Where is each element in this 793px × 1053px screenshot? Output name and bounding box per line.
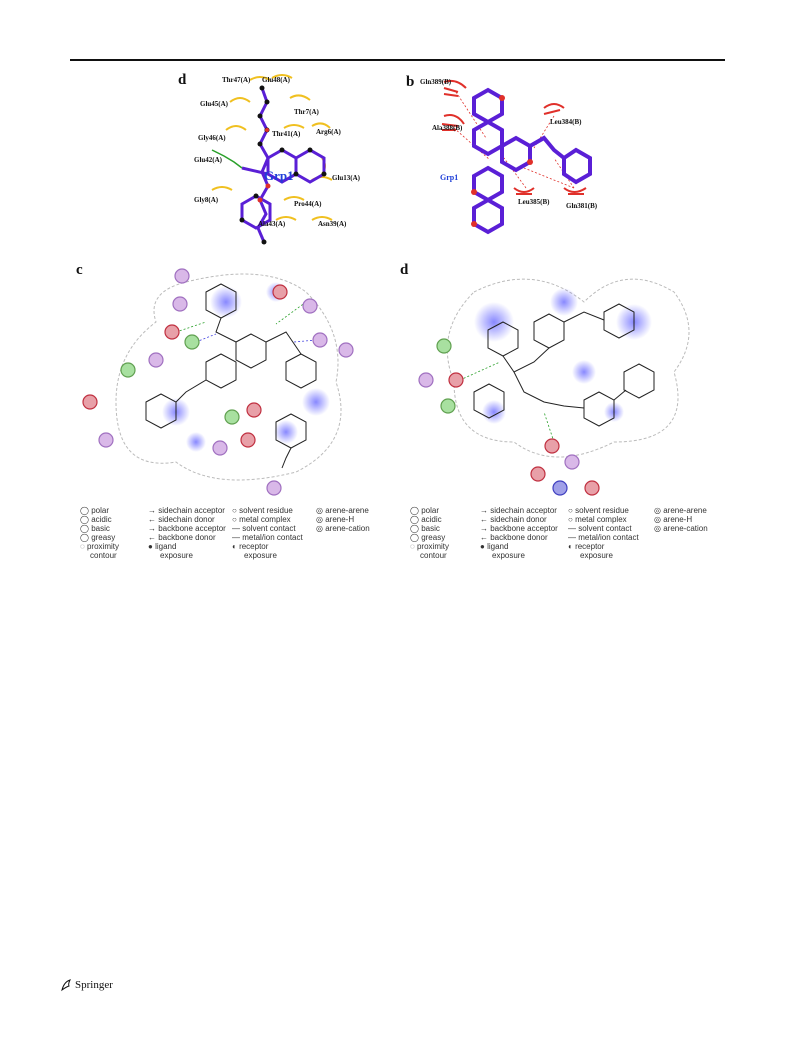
residue-label: Glu13(A): [332, 174, 361, 182]
legend-item: ← sidechain donor: [148, 515, 215, 524]
panel-letter: d: [400, 262, 409, 278]
legend-item: → sidechain acceptor: [480, 506, 557, 515]
legend-item: exposure: [492, 551, 525, 560]
legend-item: → backbone acceptor: [148, 524, 226, 533]
legend-item: ◎ arene-arene: [654, 506, 707, 515]
legend-item: ◎ arene-arene: [316, 506, 369, 515]
residue-label: Pro44(A): [294, 200, 322, 208]
legend-item: ○ metal complex: [568, 515, 627, 524]
residue-label: Gln381(B): [566, 202, 598, 210]
publisher-footer: Springer: [60, 978, 113, 992]
legend-item: ◎ arene-H: [654, 515, 693, 524]
legend-item: contour: [420, 551, 447, 560]
legend-item: ◎ arene-cation: [654, 524, 708, 533]
legend-item: ◯ polar: [80, 506, 109, 515]
residue-label: Gly8(A): [194, 196, 219, 204]
legend-item: ◌ proximity: [80, 542, 119, 551]
legend-item: ◯ acidic: [410, 515, 442, 524]
header-rule: [70, 59, 725, 61]
legend-item: exposure: [160, 551, 193, 560]
legend-item: ◯ basic: [410, 524, 440, 533]
legend-item: ← sidechain donor: [480, 515, 547, 524]
legend-item: ◌ proximity: [410, 542, 449, 551]
ligplot-diagram: Gln389(B) Leu384(B) Ala388(B) Leu385(B) …: [420, 78, 598, 235]
legend-item: → backbone acceptor: [480, 524, 558, 533]
figure-panel-bottom-left: c: [76, 262, 386, 502]
residue-label: Leu384(B): [550, 118, 582, 126]
residue-label: Thr47(A): [222, 76, 251, 84]
residue-label: Arg6(A): [316, 128, 342, 136]
legend-item: ◐ receptor: [568, 542, 605, 551]
legend-item: contour: [90, 551, 117, 560]
legend-item: — solvent contact: [568, 524, 632, 533]
legend-item: ◯ polar: [410, 506, 439, 515]
legend-item: ← backbone donor: [480, 533, 548, 542]
legend-item: ◎ arene-cation: [316, 524, 370, 533]
residue-label: Thr41(A): [272, 130, 301, 138]
springer-logo-icon: [61, 979, 71, 992]
panel-letter: d: [178, 72, 187, 88]
interaction-diagram: [418, 278, 690, 496]
legend-item: ◯ acidic: [80, 515, 112, 524]
legend-item: ◯ greasy: [80, 533, 116, 542]
publisher-name: Springer: [75, 979, 113, 991]
legend-item: ◯ basic: [80, 524, 110, 533]
ligplot-diagram: Thr47(A) Glu48(A) Glu45(A) Thr7(A) Gly46…: [194, 74, 361, 245]
residue-label: Leu385(B): [518, 198, 550, 206]
residue-label: Glu45(A): [200, 100, 229, 108]
legend-item: ○ solvent residue: [232, 506, 293, 515]
legend-item: ← backbone donor: [148, 533, 216, 542]
residue-label: Gln389(B): [420, 78, 452, 86]
legend-item: — solvent contact: [232, 524, 296, 533]
figure-panel-bottom-right: d: [400, 262, 724, 502]
figure-panel-top-left: d: [172, 68, 372, 248]
ligand-label: Grp1: [264, 168, 294, 183]
residue-label: Asn39(A): [318, 220, 347, 228]
residue-label: Gly46(A): [198, 134, 226, 142]
legend-item: ● ligand: [148, 542, 177, 551]
legend-item: exposure: [244, 551, 277, 560]
residue-label: Ala43(A): [258, 220, 286, 228]
panel-letter: b: [406, 74, 415, 90]
legend-item: ● ligand: [480, 542, 509, 551]
legend-item: — metal/ion contact: [568, 533, 639, 542]
residue-label: Thr7(A): [294, 108, 320, 116]
residue-label: Ala388(B): [432, 124, 463, 132]
legend-item: ◯ greasy: [410, 533, 446, 542]
residue-label: Glu42(A): [194, 156, 223, 164]
interaction-diagram: [82, 268, 354, 496]
panel-letter: c: [76, 262, 83, 278]
figure-panel-top-right: b Gln389(B) Leu384(B) Ala388(B): [404, 68, 624, 248]
legend-item: exposure: [580, 551, 613, 560]
legend-item: ○ solvent residue: [568, 506, 629, 515]
legend-item: ◎ arene-H: [316, 515, 355, 524]
ligand-label: Grp1: [440, 173, 458, 182]
legend-item: ◐ receptor: [232, 542, 269, 551]
figure-legend-right: ◯ polar ◯ acidic ◯ basic ◯ greasy ◌ prox…: [410, 506, 720, 566]
legend-item: — metal/ion contact: [232, 533, 303, 542]
legend-item: → sidechain acceptor: [148, 506, 225, 515]
legend-item: ○ metal complex: [232, 515, 291, 524]
residue-label: Glu48(A): [262, 76, 291, 84]
figure-legend-left: ◯ polar ◯ acidic ◯ basic ◯ greasy ◌ prox…: [80, 506, 380, 566]
